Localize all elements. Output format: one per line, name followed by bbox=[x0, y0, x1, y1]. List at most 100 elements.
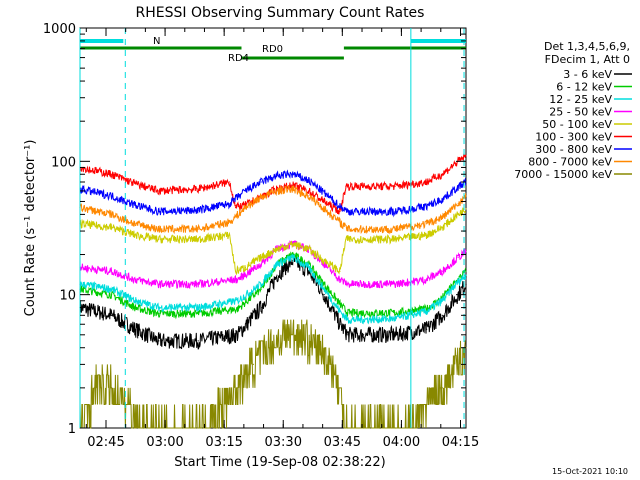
series-point bbox=[394, 318, 396, 320]
series-point bbox=[236, 387, 239, 389]
legend-label: 3 - 6 keV bbox=[563, 68, 612, 81]
series-point bbox=[110, 213, 113, 215]
series-point bbox=[323, 208, 325, 210]
series-point bbox=[339, 210, 341, 213]
legend-label: 800 - 7000 keV bbox=[528, 156, 612, 169]
y-axis-label: Count Rate (s⁻¹ detector⁻¹) bbox=[23, 140, 38, 317]
series-point bbox=[205, 427, 207, 429]
y-tick-label: 10 bbox=[59, 289, 76, 304]
series-line bbox=[79, 169, 467, 218]
series-point bbox=[347, 334, 349, 336]
series-point bbox=[189, 427, 191, 429]
series-point bbox=[362, 427, 365, 429]
series-point bbox=[252, 363, 254, 365]
series-point bbox=[362, 283, 365, 285]
legend-label: 12 - 25 keV bbox=[549, 93, 612, 106]
series-point bbox=[465, 251, 467, 253]
series-point bbox=[457, 363, 459, 365]
series-point bbox=[394, 312, 396, 314]
series-point bbox=[110, 226, 113, 228]
series-point bbox=[441, 173, 443, 175]
series-point bbox=[339, 323, 341, 325]
series-point bbox=[323, 200, 325, 203]
x-axis-label: Start Time (19-Sep-08 02:38:22) bbox=[174, 455, 385, 470]
series-point bbox=[260, 288, 262, 290]
series-point bbox=[173, 427, 176, 429]
series-point bbox=[158, 427, 160, 429]
series-point bbox=[307, 248, 310, 250]
series-point bbox=[339, 303, 341, 305]
series-point bbox=[426, 234, 428, 236]
x-tick-label: 04:15 bbox=[442, 435, 479, 450]
axis-layer: 1 10 100 1000 02:45 03:00 03:15 03:30 03:45 04:00… bbox=[43, 22, 479, 450]
series-point bbox=[110, 270, 113, 272]
series-point bbox=[441, 314, 443, 316]
series-point bbox=[465, 155, 467, 157]
series-point bbox=[347, 312, 349, 314]
series-point bbox=[126, 403, 128, 406]
series-point bbox=[323, 283, 325, 285]
series-point bbox=[276, 190, 278, 192]
series-point bbox=[158, 313, 160, 315]
series-point bbox=[110, 195, 113, 197]
x-tick-label: 03:15 bbox=[205, 435, 242, 450]
series-point bbox=[347, 319, 349, 321]
series-point bbox=[441, 216, 443, 218]
annotation-n: N bbox=[153, 36, 160, 47]
series-point bbox=[158, 340, 160, 342]
series-point bbox=[323, 260, 325, 262]
annotation-rd4: RD4 bbox=[228, 53, 249, 64]
series-point bbox=[426, 223, 428, 225]
series-point bbox=[339, 310, 341, 312]
series-point bbox=[134, 234, 136, 236]
series-point bbox=[307, 266, 310, 269]
series-point bbox=[347, 283, 349, 285]
series-point bbox=[457, 186, 459, 188]
series-point bbox=[457, 256, 459, 259]
series-point bbox=[465, 208, 467, 210]
series-point bbox=[441, 198, 443, 200]
series-point bbox=[292, 243, 294, 245]
footer-timestamp: 15-Oct-2021 10:10 bbox=[552, 467, 628, 476]
series-point bbox=[234, 206, 237, 209]
legend-header-fdecim: FDecim 1, Att 0 bbox=[545, 53, 630, 66]
series-point bbox=[260, 306, 262, 309]
series-point bbox=[276, 263, 278, 265]
series-point bbox=[347, 427, 349, 429]
series-point bbox=[158, 283, 160, 285]
series-point bbox=[260, 256, 262, 259]
series-point bbox=[197, 238, 199, 240]
series-point bbox=[465, 283, 467, 285]
series-point bbox=[236, 334, 239, 336]
series-point bbox=[292, 173, 294, 175]
legend-label: 6 - 12 keV bbox=[556, 81, 612, 94]
annotation-rd0: RD0 bbox=[262, 44, 283, 55]
series-point bbox=[362, 185, 365, 187]
series-point bbox=[347, 228, 349, 230]
series-point bbox=[441, 226, 443, 228]
series-point bbox=[394, 334, 396, 336]
series-point bbox=[426, 181, 428, 183]
x-tick-label: 03:30 bbox=[265, 435, 302, 450]
series-point bbox=[236, 308, 239, 310]
x-tick-label: 03:00 bbox=[146, 435, 183, 450]
series-point bbox=[260, 283, 262, 285]
series-point bbox=[315, 347, 317, 349]
series-point bbox=[339, 278, 341, 281]
series-point bbox=[260, 196, 262, 198]
y-tick-label: 1000 bbox=[43, 22, 76, 37]
series-point bbox=[394, 185, 396, 187]
series-point bbox=[426, 328, 428, 330]
series-point bbox=[244, 204, 247, 206]
series-point bbox=[394, 427, 396, 429]
series-point bbox=[426, 403, 428, 406]
series-point bbox=[362, 210, 365, 213]
series-point bbox=[197, 188, 199, 190]
series-point bbox=[323, 288, 325, 290]
series-point bbox=[234, 270, 237, 272]
series-point bbox=[110, 294, 113, 296]
series-point bbox=[276, 274, 278, 276]
series-point bbox=[457, 213, 459, 215]
series-point bbox=[331, 363, 333, 365]
series-point bbox=[158, 228, 160, 230]
